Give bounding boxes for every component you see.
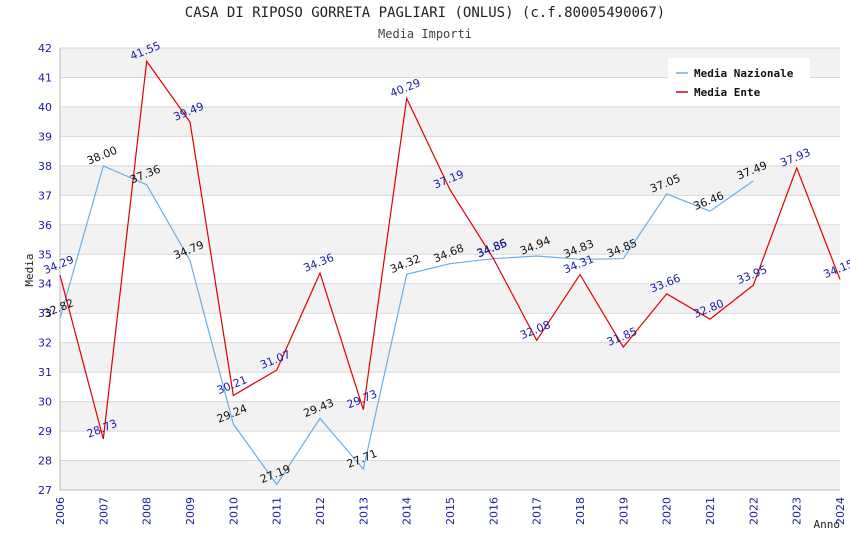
- x-tick-label: 2013: [357, 497, 370, 525]
- data-label-ente: 30.21: [215, 373, 249, 397]
- y-tick-label: 32: [38, 337, 52, 350]
- data-label-ente: 40.29: [388, 76, 422, 100]
- y-tick-label: 35: [38, 248, 52, 261]
- legend: Media Nazionale Media Ente: [668, 58, 810, 102]
- y-tick-label: 27: [38, 484, 52, 497]
- legend-label-ente: Media Ente: [694, 86, 761, 99]
- y-tick-label: 33: [38, 307, 52, 320]
- x-tick-label: 2011: [271, 497, 284, 525]
- y-tick-label: 40: [38, 101, 52, 114]
- x-tick-label: 2017: [531, 497, 544, 525]
- grid-band: [60, 342, 840, 373]
- x-tick-label: 2008: [141, 497, 154, 525]
- y-tick-labels: 27 28 29 30 31 32 33 34 35 36 37 38 39 40 41 42: [38, 42, 52, 497]
- grid-lines: [60, 47, 840, 491]
- x-tick-label: 2015: [444, 497, 457, 525]
- grid-band: [60, 224, 840, 255]
- y-tick-label: 42: [38, 42, 52, 55]
- x-tick-label: 2022: [747, 497, 760, 525]
- x-tick-label: 2016: [487, 497, 500, 525]
- x-tick-label: 2021: [704, 497, 717, 525]
- y-axis-label: Media: [23, 253, 36, 286]
- axes: [59, 48, 840, 491]
- x-tick-labels: 2006 2007 2008 2009 2010 2011 2012 2013 2014 2015…: [54, 497, 847, 525]
- x-tick-label: 2024: [834, 497, 847, 525]
- x-tick-label: 2010: [227, 497, 240, 525]
- series-line-nazionale: [59, 165, 754, 486]
- y-tick-label: 34: [38, 278, 52, 291]
- x-tick-label: 2018: [574, 497, 587, 525]
- y-tick-label: 36: [38, 219, 52, 232]
- x-tick-label: 2023: [791, 497, 804, 525]
- grid-band: [60, 401, 840, 432]
- legend-label-nazionale: Media Nazionale: [694, 67, 794, 80]
- y-tick-label: 29: [38, 425, 52, 438]
- grid-band: [60, 460, 840, 490]
- data-label-nazionale: 34.32: [388, 252, 422, 276]
- x-axis-label: Anno: [814, 518, 841, 531]
- legend-background: [668, 58, 810, 102]
- x-tick-label: 2009: [184, 497, 197, 525]
- y-tick-label: 31: [38, 366, 52, 379]
- y-tick-label: 30: [38, 396, 52, 409]
- grid-band: [60, 283, 840, 314]
- y-tick-label: 41: [38, 71, 52, 84]
- series-line-ente: [59, 59, 841, 440]
- data-label-nazionale: 38.00: [85, 144, 119, 168]
- y-tick-label: 37: [38, 189, 52, 202]
- y-tick-label: 38: [38, 160, 52, 173]
- chart-subtitle: Media Importi: [378, 27, 472, 41]
- x-tick-label: 2014: [401, 497, 414, 525]
- data-label-ente: 34.15: [822, 257, 850, 281]
- y-tick-label: 39: [38, 130, 52, 143]
- x-tick-label: 2007: [97, 497, 110, 525]
- x-tick-label: 2019: [617, 497, 630, 525]
- x-tick-label: 2020: [661, 497, 674, 525]
- y-tick-label: 28: [38, 455, 52, 468]
- x-tick-label: 2006: [54, 497, 67, 525]
- x-tick-label: 2012: [314, 497, 327, 525]
- chart-title: CASA DI RIPOSO GORRETA PAGLIARI (ONLUS) …: [184, 5, 666, 21]
- series-lines: [59, 59, 841, 486]
